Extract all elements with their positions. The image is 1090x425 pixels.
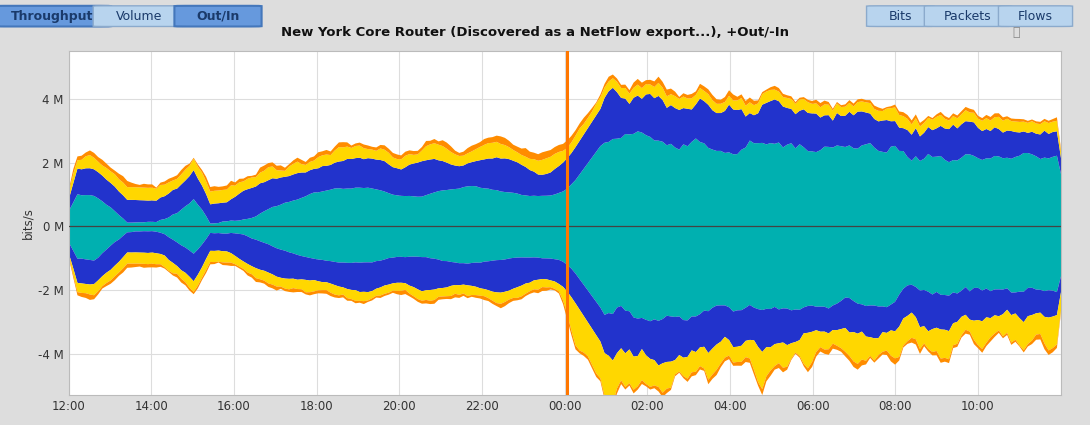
Text: Throughput: Throughput (11, 10, 94, 23)
Text: Out/In: Out/In (196, 10, 240, 23)
Text: New York Core Router (Discovered as a NetFlow export...), +Out/-In: New York Core Router (Discovered as a Ne… (281, 26, 789, 40)
Y-axis label: bits/s: bits/s (21, 207, 34, 239)
FancyBboxPatch shape (94, 6, 186, 26)
FancyBboxPatch shape (0, 6, 111, 26)
FancyBboxPatch shape (174, 6, 262, 26)
FancyBboxPatch shape (924, 6, 1012, 26)
Text: Bits: Bits (888, 10, 912, 23)
Text: Flows: Flows (1018, 10, 1053, 23)
Text: Packets: Packets (944, 10, 992, 23)
Text: Volume: Volume (117, 10, 162, 23)
FancyBboxPatch shape (998, 6, 1073, 26)
FancyBboxPatch shape (867, 6, 934, 26)
Text: 🔍: 🔍 (1013, 26, 1019, 40)
